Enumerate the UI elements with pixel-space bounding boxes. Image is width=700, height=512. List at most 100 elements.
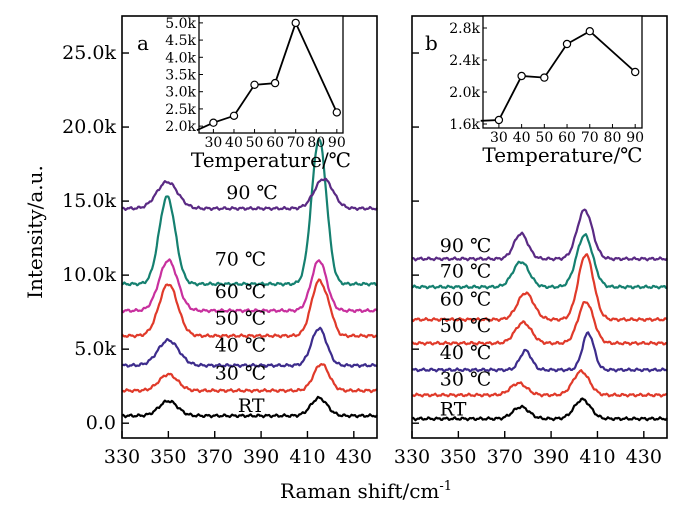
inset-a-x-tick-label-0: 30 [204, 135, 222, 151]
x-tick-label-b-2: 370 [487, 446, 523, 468]
inset-a-point-3 [270, 78, 280, 88]
curve-label-b-4: 60 ℃ [440, 289, 491, 311]
inset-a-y-tick-label-6: 5.0k [165, 16, 196, 32]
spectrum-a-5 [121, 137, 378, 287]
inset-b-x-tick-label-1: 40 [513, 130, 531, 146]
inset-a: 30 40 50 60 70 80 90 2.0k2.5k3.0k3.5k 4.0k4.5k5.… [165, 15, 351, 172]
y-tick-label-1: 5.0k [74, 338, 116, 360]
inset-b-x-tick-label-2: 50 [535, 130, 553, 146]
panel-letter-b: b [425, 31, 438, 55]
inset-a-x-tick-label-1: 40 [225, 135, 243, 151]
curve-label-b-2: 40 ℃ [440, 342, 491, 364]
inset-a-frame [198, 15, 344, 134]
x-axis-label: Raman shift/cm-1 [280, 479, 452, 503]
spectrum-a-3 [121, 278, 378, 339]
curve-label-b-3: 50 ℃ [440, 315, 491, 337]
inset-a-x-tick-label-6: 90 [328, 135, 346, 151]
curve-label-a-4: 60 ℃ [215, 281, 266, 303]
y-tick-label-4: 20.0k [62, 116, 116, 138]
inset-b-point-0 [494, 115, 504, 125]
x-tick-label-a-2: 370 [197, 446, 233, 468]
panel-letter-a: a [137, 31, 149, 55]
curve-label-a-1: 30 ℃ [215, 363, 266, 385]
inset-b-y-tick-label-2: 2.4k [449, 53, 480, 69]
inset-b-y-tick-label-3: 2.8k [449, 21, 480, 37]
spectrum-b-2 [411, 331, 668, 373]
curve-label-a-0: RT [238, 395, 265, 417]
curve-label-a-5: 70 ℃ [215, 249, 266, 271]
y-tick-label-5: 25.0k [62, 42, 116, 64]
inset-b-point-2 [540, 73, 549, 82]
inset-b-y-tick-label-1: 2.0k [449, 85, 480, 101]
x-tick-label-b-5: 430 [626, 446, 662, 468]
inset-a-point-0 [209, 118, 218, 127]
inset-b-point-4 [585, 27, 595, 36]
inset-b-point-3 [562, 39, 572, 49]
curve-label-b-5: 70 ℃ [440, 260, 491, 282]
spectrum-b-0 [411, 397, 668, 422]
curve-label-b-0: RT [440, 399, 467, 421]
curve-label-a-6: 90 ℃ [226, 182, 277, 204]
inset-a-x-tick-label-5: 80 [307, 135, 325, 151]
curve-label-a-3: 50 ℃ [215, 308, 266, 330]
x-tick-label-a-5: 430 [336, 446, 372, 468]
inset-a-y-tick-label-4: 4.0k [165, 50, 196, 66]
inset-b-frame [482, 15, 643, 129]
spectrum-b-5 [411, 233, 668, 290]
inset-b-xlabel: Temperature/℃ [482, 143, 642, 167]
inset-b-x-tick-label-5: 80 [604, 130, 622, 146]
panel-b-spectra [411, 208, 668, 422]
spectrum-a-2 [121, 326, 378, 368]
inset-a-y-tick-label-3: 3.5k [165, 68, 196, 84]
inset-b: 30 40 50 60 70 80 901.6k2.0k2.4k2.8kTemperatur… [449, 15, 644, 167]
spectrum-a-1 [121, 363, 378, 394]
spectrum-a-0 [121, 395, 378, 419]
y-tick-label-0: 0.0 [86, 412, 116, 434]
inset-b-x-tick-label-6: 90 [626, 130, 644, 146]
inset-a-y-tick-label-2: 3.0k [165, 85, 196, 101]
x-tick-label-a-1: 350 [150, 446, 186, 468]
panel-a-spectra [121, 137, 378, 419]
spectrum-a-6 [121, 177, 378, 211]
x-tick-label-b-1: 350 [440, 446, 476, 468]
inset-b-y-tick-label-0: 1.6k [449, 117, 480, 133]
spectrum-b-6 [411, 208, 668, 262]
spectrum-a-4 [121, 258, 378, 314]
x-tick-label-a-3: 390 [243, 446, 279, 468]
inset-a-y-tick-label-1: 2.5k [165, 102, 196, 118]
inset-b-x-tick-label-0: 30 [490, 130, 508, 146]
inset-b-point-1 [517, 71, 526, 81]
curve-label-a-2: 40 ℃ [215, 334, 266, 356]
inset-a-point-1 [229, 111, 239, 121]
insets-layer: 30 40 50 60 70 80 902.0k2.5k3.0k3.5k4.0k4.5k5.… [165, 15, 644, 172]
inset-a-y-tick-label-5: 4.5k [165, 33, 196, 49]
spectrum-b-1 [411, 369, 668, 398]
x-axis-label-main: Raman shift/cm [280, 479, 439, 503]
x-tick-label-b-0: 330 [394, 446, 430, 468]
x-axis-label-superscript: -1 [439, 479, 452, 494]
inset-b-x-tick-label-3: 60 [558, 130, 576, 146]
curve-label-b-6: 90 ℃ [440, 235, 491, 257]
inset-b-point-5 [631, 67, 640, 77]
inset-a-x-tick-label-4: 70 [287, 135, 305, 151]
spectrum-b-4 [411, 253, 668, 323]
x-tick-label-b-3: 390 [533, 446, 569, 468]
spectrum-b-3 [411, 301, 668, 346]
y-tick-label-3: 15.0k [62, 190, 116, 212]
inset-b-x-tick-label-4: 70 [581, 130, 599, 146]
inset-a-y-tick-label-0: 2.0k [165, 119, 196, 135]
inset-a-point-2 [250, 80, 259, 90]
inset-a-x-tick-label-3: 60 [266, 135, 284, 151]
text-layer: Intensity/a.u. Raman shift/cm-1 RT 30 ℃ 40… [23, 31, 662, 503]
x-tick-label-a-4: 410 [289, 446, 325, 468]
inset-a-xlabel: Temperature/℃ [191, 148, 351, 172]
y-axis-label: Intensity/a.u. [23, 165, 47, 299]
inset-a-point-5 [332, 108, 341, 117]
inset-a-x-tick-label-2: 50 [246, 135, 264, 151]
curve-label-b-1: 30 ℃ [440, 368, 491, 390]
inset-a-point-4 [291, 18, 300, 28]
y-tick-label-2: 10.0k [62, 264, 116, 286]
x-tick-label-a-0: 330 [104, 446, 140, 468]
spectra-layer [121, 137, 668, 422]
